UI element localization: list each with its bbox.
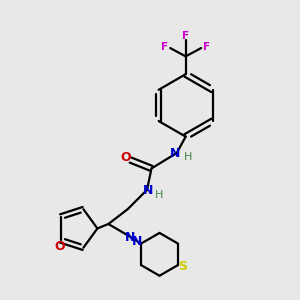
Text: F: F xyxy=(203,42,210,52)
Text: N: N xyxy=(170,147,181,160)
Text: N: N xyxy=(124,232,135,244)
Text: F: F xyxy=(161,42,168,52)
Text: H: H xyxy=(184,152,192,161)
Text: N: N xyxy=(132,235,142,248)
Text: O: O xyxy=(120,151,131,164)
Text: S: S xyxy=(178,260,187,273)
Text: F: F xyxy=(182,31,189,40)
Text: O: O xyxy=(54,240,65,253)
Text: H: H xyxy=(155,190,164,200)
Text: N: N xyxy=(143,184,154,197)
